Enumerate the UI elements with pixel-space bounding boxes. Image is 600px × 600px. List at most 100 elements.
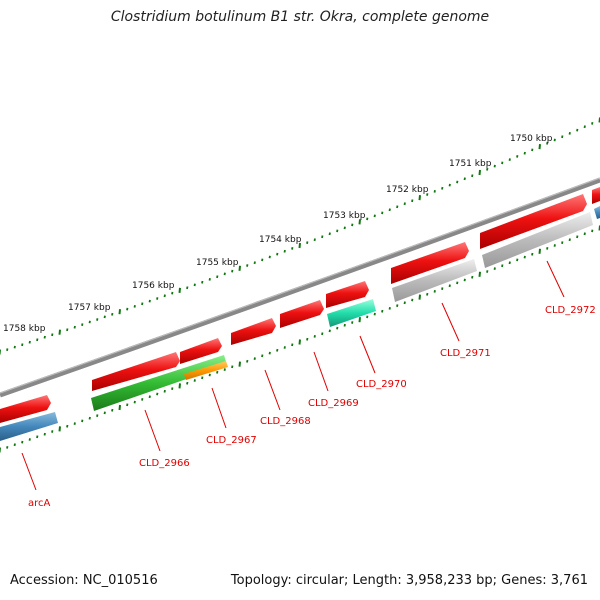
scale-tick-minor [193, 283, 196, 287]
scale-tick-minor [148, 299, 151, 303]
inner-scale-tick-major [358, 317, 361, 323]
inner-scale-tick-minor [463, 278, 466, 282]
inner-scale-tick-minor [163, 389, 166, 393]
scale-tick-minor [96, 318, 99, 321]
inner-scale-tick-minor [373, 312, 376, 316]
leader-line-CLD_2966 [144, 409, 161, 452]
label-leader-lines [21, 260, 565, 491]
scale-tick-minor [126, 307, 129, 311]
inner-scale-tick-minor [208, 373, 211, 377]
inner-scale-tick-minor [583, 232, 586, 236]
gene-label-CLD_2971: CLD_2971 [440, 348, 491, 359]
inner-scale-tick-minor [576, 235, 579, 239]
grey-feature-CLD_2971 [392, 259, 477, 302]
inner-scale-tick-minor [523, 255, 526, 259]
inner-scale-tick-minor [396, 304, 399, 307]
forward-features [0, 187, 600, 423]
inner-scale-tick-minor [126, 403, 129, 407]
inner-scale-tick-minor [591, 229, 594, 233]
scale-tick-minor [516, 155, 519, 158]
inner-scale-tick-major [58, 426, 61, 432]
scale-tick-minor [576, 128, 579, 132]
scale-tick-minor [433, 190, 436, 193]
inner-scale-tick-minor [148, 395, 151, 399]
inner-features [0, 206, 600, 441]
inner-scale-tick-minor [531, 252, 534, 256]
scale-tick-minor [373, 214, 376, 218]
scale-tick-minor [43, 335, 46, 339]
scale-tick-minor [568, 132, 571, 135]
scale-tick-minor [276, 252, 279, 256]
scale-tick-major [358, 219, 361, 225]
inner-scale-tick-minor [306, 337, 309, 341]
scale-tick-minor [501, 161, 504, 165]
inner-scale-tick-minor [201, 376, 204, 380]
leader-line-CLD_2972 [546, 260, 565, 298]
inner-scale-tick-minor [88, 416, 91, 420]
inner-scale-tick-minor [133, 400, 136, 404]
scale-tick-minor [231, 269, 234, 273]
gene-label-CLD_2970: CLD_2970 [356, 379, 407, 390]
inner-scale-tick-minor [43, 432, 46, 436]
scale-tick-minor [291, 247, 294, 250]
scale-tick-minor [463, 177, 466, 181]
inner-scale-tick-minor [448, 284, 451, 288]
genome-backbone-highlight [0, 177, 600, 394]
scale-tick-minor [366, 217, 369, 221]
scale-tick-minor [283, 249, 286, 253]
genome-backbone [0, 177, 600, 398]
scale-label: 1757 kbp [68, 303, 111, 313]
inner-scale-tick-major [538, 248, 541, 254]
green-feature-CLD_2966 [91, 355, 227, 411]
cds-feature-CLD_2969 [280, 300, 324, 328]
inner-scale-tick-minor [501, 264, 504, 268]
scale-tick-minor [81, 323, 84, 326]
scale-tick-minor [448, 183, 451, 187]
inner-scale-tick-minor [546, 247, 549, 250]
cds-feature-CLD_2967 [180, 338, 222, 364]
scale-labels: 1750 kbp 1751 kbp 1752 kbp 1753 kbp 1754 kbp… [3, 134, 553, 334]
gene-label-CLD_2972: CLD_2972 [545, 305, 596, 316]
grey-feature-CLD_2972 [482, 212, 593, 268]
leader-line-arcA [21, 452, 37, 491]
inner-scale-tick-minor [313, 335, 316, 338]
scale-tick-minor [186, 286, 189, 290]
inner-scale-tick-major [418, 294, 421, 300]
scale-tick-minor [51, 333, 54, 337]
leader-line-CLD_2967 [211, 387, 227, 429]
scale-tick-minor [73, 325, 76, 329]
scale-tick-minor [493, 164, 496, 168]
scale-tick-minor [253, 261, 256, 265]
scale-tick-minor [388, 208, 391, 212]
inner-scale-tick-minor [51, 430, 54, 433]
inner-scale-tick-minor [426, 292, 429, 296]
gene-label-CLD_2966: CLD_2966 [139, 458, 190, 469]
inner-scale-tick-minor [96, 414, 99, 417]
inner-scale-tick-minor [268, 351, 271, 355]
inner-scale-tick-minor [388, 307, 391, 310]
scale-tick-minor [246, 264, 249, 267]
scale-ticks [0, 117, 600, 355]
scale-tick-minor [313, 238, 316, 242]
leader-line-CLD_2971 [441, 302, 460, 342]
inner-scale-tick-major [298, 339, 301, 345]
inner-scale-tick-minor [261, 354, 264, 358]
scale-tick-minor [508, 158, 511, 161]
gene-label-CLD_2969: CLD_2969 [308, 398, 359, 409]
scale-tick-minor [28, 340, 31, 344]
inner-scale-tick-minor [433, 290, 436, 293]
scale-tick-minor [208, 278, 211, 281]
scale-label: 1754 kbp [259, 235, 302, 245]
inner-scale-tick-minor [471, 275, 474, 279]
inner-scale-tick-minor [493, 267, 496, 270]
inner-scale-tick-minor [568, 238, 571, 242]
genome-title: Clostridium botulinum B1 str. Okra, comp… [110, 9, 490, 25]
scale-tick-minor [141, 302, 144, 306]
inner-scale-tick-minor [103, 411, 106, 415]
teal-feature-CLD_2970 [327, 299, 376, 327]
inner-scale-tick-minor [328, 329, 331, 333]
inner-scale-tick-minor [441, 287, 444, 290]
orange-feature-CLD_2967 [184, 361, 228, 380]
scale-tick-minor [531, 148, 534, 152]
cds-feature-next [592, 187, 600, 204]
